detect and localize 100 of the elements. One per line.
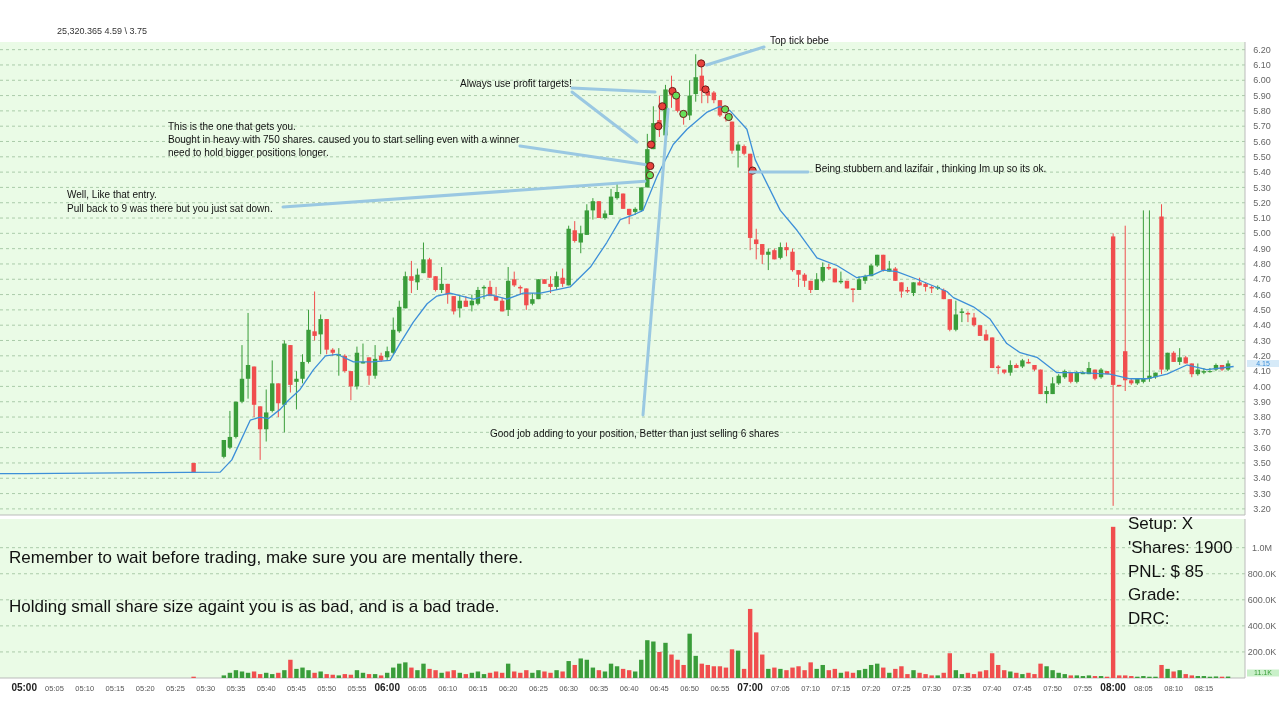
candlestick	[578, 225, 583, 254]
annotation: 'Shares: 1900	[1128, 538, 1233, 557]
bar	[596, 670, 602, 678]
bar	[560, 671, 565, 678]
bar	[820, 664, 825, 678]
bar	[754, 632, 759, 678]
bar	[481, 674, 487, 678]
bar	[711, 666, 717, 678]
y-tick-label: 5.30	[1253, 182, 1271, 193]
bar	[251, 671, 257, 678]
y-tick-label: 3.20	[1253, 504, 1271, 515]
bar	[318, 671, 323, 678]
x-tick-label: 06:00	[374, 682, 401, 693]
bar	[971, 674, 977, 678]
point	[654, 122, 663, 131]
bar	[475, 671, 481, 678]
y-tick-label: 4.30	[1253, 335, 1271, 346]
bar	[778, 668, 783, 678]
point	[646, 161, 655, 171]
bar	[239, 671, 245, 678]
bar	[584, 659, 590, 678]
bar	[512, 671, 517, 678]
y-tick-label: 400.0K	[1247, 621, 1277, 632]
candlestick	[590, 197, 596, 221]
bar	[493, 671, 499, 678]
annotation: Remember to wait before trading, make sure you are mentally there.	[9, 548, 524, 567]
annotation: DRC:	[1128, 609, 1170, 628]
bar	[1014, 672, 1019, 678]
bar	[729, 649, 735, 678]
candlestick	[300, 353, 305, 384]
line-series	[0, 105, 1235, 475]
y-tick-label: 3.40	[1253, 473, 1271, 484]
candlestick	[639, 186, 644, 213]
bar	[1020, 674, 1025, 678]
bar	[1123, 675, 1128, 678]
y-tick-label: 3.90	[1253, 396, 1271, 407]
y-tick-label: 6.00	[1253, 75, 1271, 86]
y-tick-label: 3.50	[1253, 458, 1271, 469]
bar	[336, 675, 341, 678]
bar	[378, 675, 384, 678]
candlestick	[1207, 367, 1213, 374]
y-tick-label: 3.30	[1253, 488, 1271, 499]
annotation: This is the one that gets you. Bought in heavy with 750 shares. caused you to start selling even with a winner need to hold bigger positions longer.	[168, 121, 520, 158]
annotation: PNL: $ 85	[1128, 562, 1204, 581]
bar	[626, 670, 632, 678]
bar	[735, 650, 741, 678]
bar	[257, 674, 263, 678]
bar	[233, 670, 239, 678]
candlestick	[560, 268, 565, 288]
annotation: Being stubbern and lazifair , thinking Im up so its ok.	[815, 163, 1047, 174]
bar	[354, 670, 360, 678]
candlestick	[760, 243, 765, 265]
bar	[312, 672, 317, 678]
y-tick-label: 600.0K	[1247, 594, 1277, 605]
y-tick-label: 4.20	[1253, 350, 1271, 361]
bar	[1189, 675, 1194, 678]
bar	[1074, 675, 1080, 678]
bar	[439, 672, 444, 678]
bar	[1068, 675, 1073, 678]
bar	[1177, 670, 1182, 678]
annotation: Always use profit targets!	[460, 78, 572, 89]
candlestick	[439, 266, 444, 294]
bar	[288, 659, 293, 678]
bar	[1159, 664, 1164, 678]
bar	[1110, 526, 1116, 678]
y-tick-label: 4.10	[1253, 366, 1271, 377]
bar	[451, 670, 456, 678]
bar	[554, 670, 559, 678]
y-tick-label: 5.70	[1253, 121, 1271, 132]
candlestick	[693, 53, 698, 103]
candlestick	[820, 261, 825, 283]
bar	[463, 674, 469, 678]
bar	[1116, 675, 1122, 678]
bar	[578, 658, 583, 678]
bar	[766, 668, 771, 678]
candlestick	[276, 382, 281, 418]
bar	[342, 674, 348, 678]
bar	[911, 670, 916, 678]
bar	[862, 668, 868, 678]
point	[658, 102, 667, 111]
candlestick	[348, 370, 354, 401]
y-tick-label: 4.70	[1253, 274, 1271, 285]
bar	[620, 668, 626, 678]
annotation: Well, Like that entry. Pull back to 9 was there but you just sat down.	[67, 189, 273, 214]
y-tick-label: 3.60	[1253, 442, 1271, 453]
bar	[687, 633, 692, 678]
bar	[983, 670, 989, 678]
candlestick	[245, 312, 251, 400]
bar	[221, 675, 227, 678]
y-tick-label: 5.50	[1253, 151, 1271, 162]
annotation: Grade:	[1128, 585, 1180, 604]
bar	[826, 670, 832, 678]
bar	[959, 674, 965, 678]
candlestick	[602, 209, 608, 221]
y-tick-label: 4.00	[1253, 381, 1271, 392]
bar	[445, 671, 450, 678]
bar	[693, 655, 698, 678]
candlestick	[766, 248, 771, 271]
point	[697, 59, 706, 68]
bar	[814, 668, 819, 678]
